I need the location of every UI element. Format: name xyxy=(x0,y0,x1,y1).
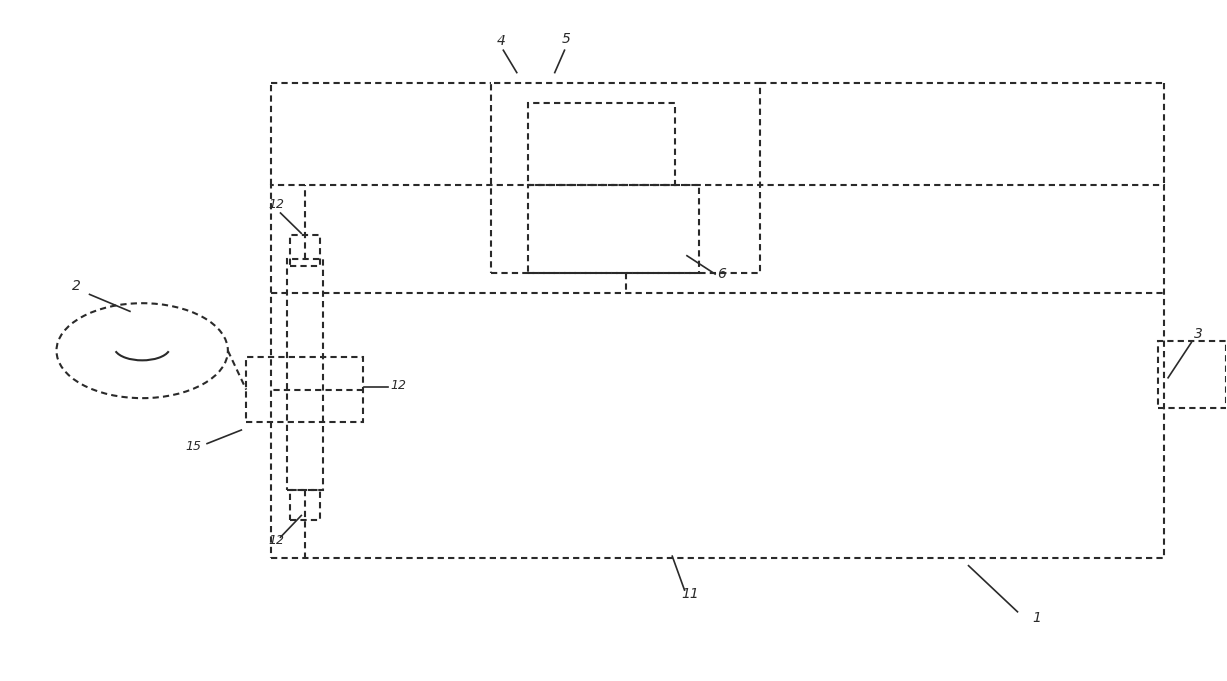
Bar xyxy=(291,236,320,266)
Bar xyxy=(1158,340,1226,409)
Bar xyxy=(271,185,1164,558)
Bar xyxy=(247,358,362,422)
Text: 12: 12 xyxy=(269,197,285,210)
Bar xyxy=(291,490,320,520)
Text: 1: 1 xyxy=(1032,611,1040,625)
Bar xyxy=(528,185,699,272)
Text: 15: 15 xyxy=(185,441,201,454)
Bar xyxy=(528,103,675,185)
Text: 12: 12 xyxy=(390,379,406,392)
Text: 5: 5 xyxy=(562,33,571,46)
Text: 3: 3 xyxy=(1194,328,1202,341)
Text: 2: 2 xyxy=(72,279,81,294)
Bar xyxy=(491,83,761,272)
Text: 6: 6 xyxy=(718,267,726,281)
Text: 11: 11 xyxy=(681,587,698,601)
Text: 4: 4 xyxy=(497,35,506,48)
Text: 12: 12 xyxy=(269,534,285,547)
Bar xyxy=(287,259,324,490)
